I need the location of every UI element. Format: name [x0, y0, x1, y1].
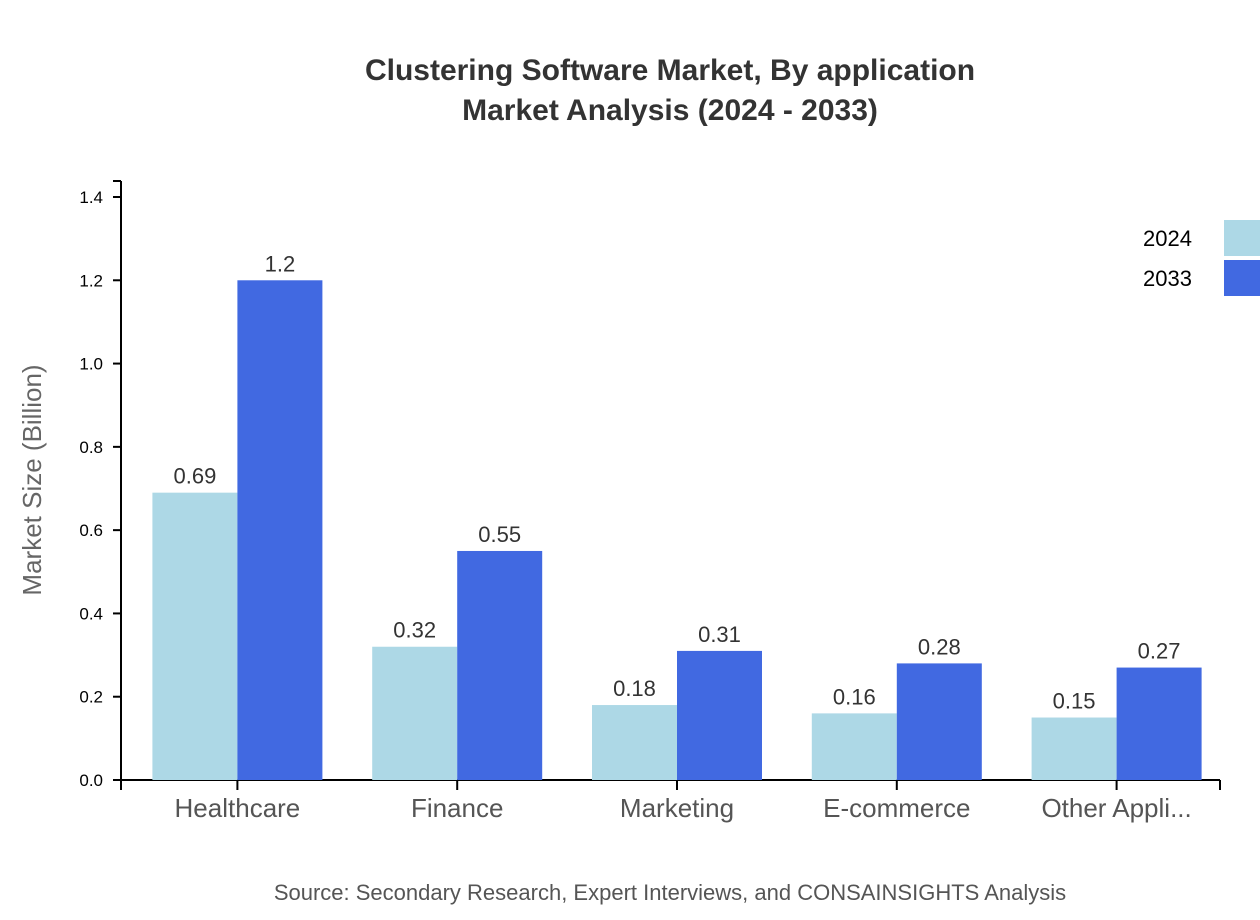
- bar-2024-e-commerce: [811, 713, 897, 780]
- bar-2033-marketing: [677, 650, 762, 780]
- y-tick-label: 0.0: [79, 771, 103, 790]
- x-tick-label: Finance: [411, 793, 504, 823]
- source-note: Source: Secondary Research, Expert Inter…: [274, 880, 1066, 905]
- chart-subtitle: Market Analysis (2024 - 2033): [462, 94, 878, 127]
- x-tick-label: Healthcare: [175, 793, 301, 823]
- data-label: 0.69: [173, 464, 216, 489]
- bar-2033-healthcare: [237, 280, 323, 780]
- y-tick-label: 1.2: [79, 271, 103, 290]
- bar-2024-other-appli-: [1031, 717, 1117, 780]
- y-tick-label: 0.4: [79, 604, 103, 623]
- bar-2033-other-appli-: [1116, 667, 1202, 780]
- data-label: 0.27: [1138, 639, 1181, 664]
- legend-swatch-2033: [1224, 260, 1260, 296]
- data-label: 0.31: [698, 622, 741, 647]
- legend-label: 2033: [1143, 266, 1192, 291]
- chart-title: Clustering Software Market, By applicati…: [365, 54, 975, 87]
- y-tick-label: 0.2: [79, 688, 103, 707]
- legend-swatch-2024: [1224, 220, 1260, 256]
- bar-2024-healthcare: [152, 492, 238, 780]
- x-tick-label: Other Appli...: [1041, 793, 1191, 823]
- bar-2033-finance: [457, 550, 543, 780]
- data-label: 1.2: [265, 251, 296, 276]
- data-label: 0.32: [393, 618, 436, 643]
- bar-2024-marketing: [592, 705, 677, 780]
- x-tick-label: E-commerce: [823, 793, 970, 823]
- data-label: 0.28: [918, 634, 961, 659]
- data-label: 0.55: [478, 522, 521, 547]
- y-tick-label: 1.4: [79, 188, 103, 207]
- bar-2033-e-commerce: [896, 663, 982, 780]
- y-axis-label: Market Size (Billion): [17, 364, 47, 595]
- bar-2024-finance: [372, 646, 458, 780]
- data-label: 0.18: [613, 676, 656, 701]
- x-tick-label: Marketing: [620, 793, 734, 823]
- data-label: 0.16: [833, 684, 876, 709]
- data-label: 0.15: [1053, 689, 1096, 714]
- y-tick-label: 0.6: [79, 521, 103, 540]
- legend-label: 2024: [1143, 226, 1192, 251]
- y-tick-label: 1.0: [79, 355, 103, 374]
- y-tick-label: 0.8: [79, 438, 103, 457]
